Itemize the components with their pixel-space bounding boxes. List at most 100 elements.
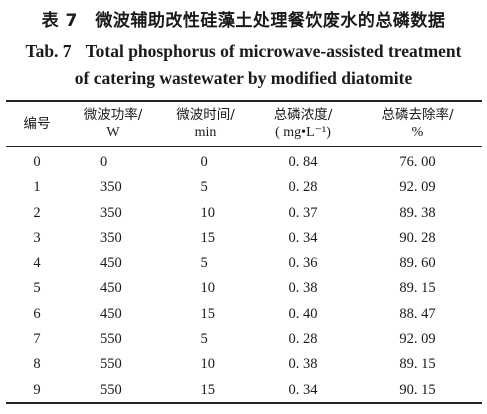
cell-removal: 88. 47 [399,305,436,322]
table-header-rule [6,146,482,147]
cell-removal: 90. 28 [399,229,436,246]
table-number-label: Tab. 7 [25,41,72,61]
table-top-rule [6,100,482,102]
cell-power: 450 [68,276,158,301]
cell-concentration: 0. 36 [288,255,318,272]
cell-power: 450 [68,302,158,327]
table-row: 6 450 15 0. 40 88. 47 [0,302,487,327]
cell-power: 550 [68,327,158,352]
cell-time: 15 [158,378,253,403]
table-title-english-line2: of catering wastewater by modified diato… [74,68,413,88]
cell-removal: 89. 38 [399,204,436,221]
header-time-label: 微波时间/ [176,107,235,123]
cell-removal: 92. 09 [399,179,436,196]
header-id-label: 编号 [23,115,51,132]
header-power: 微波功率/ W [68,104,158,144]
header-power-label: 微波功率/ [83,107,143,123]
cell-power: 550 [68,352,158,377]
table-row: 4 450 5 0. 36 89. 60 [0,251,487,276]
cell-power-value: 450 [100,280,122,297]
table-row: 8 550 10 0. 38 89. 15 [0,352,487,377]
cell-power: 350 [68,201,158,226]
cell-time: 15 [158,302,253,327]
cell-removal: 90. 15 [399,381,436,398]
table-row: 0 0 0 0. 84 76. 00 [0,150,487,175]
cell-concentration: 0. 38 [288,280,318,297]
cell-id: 0 [33,154,41,170]
cell-id: 4 [33,255,41,272]
cell-power: 350 [68,175,158,200]
cell-power-value: 350 [100,179,122,196]
cell-power-value: 0 [100,154,108,170]
table-row: 9 550 15 0. 34 90. 15 [0,378,487,403]
cell-time: 0 [158,150,253,175]
cell-id: 7 [33,331,41,348]
table-title-english-line1: Tab. 7 Total phosphorus of microwave-assi… [0,38,487,64]
header-concentration-unit: ( mg•L⁻¹) [275,125,331,140]
cell-concentration: 0. 37 [288,204,318,221]
cell-time-value: 5 [200,255,208,272]
cell-time-value: 5 [200,331,208,348]
header-time: 微波时间/ min [158,104,253,144]
cell-concentration: 0. 84 [288,154,318,170]
header-power-unit: W [106,125,120,140]
cell-removal: 89. 60 [399,255,436,272]
cell-time: 5 [158,251,253,276]
table-bottom-rule [6,402,482,404]
header-concentration: 总磷浓度/ ( mg•L⁻¹) [253,104,353,144]
cell-power-value: 350 [100,204,122,221]
cell-id: 5 [33,280,41,297]
cell-power-value: 350 [100,229,122,246]
header-id: 编号 [6,104,68,144]
cell-time: 5 [158,175,253,200]
header-removal-unit: % [411,125,424,140]
cell-concentration: 0. 34 [288,381,318,398]
cell-time-value: 15 [200,229,216,246]
cell-id: 2 [33,204,41,221]
header-removal-label: 总磷去除率/ [381,107,454,123]
cell-time: 5 [158,327,253,352]
table-title-chinese: 表 7 微波辅助改性硅藻土处理餐饮废水的总磷数据 [41,11,446,31]
cell-time-value: 10 [200,280,216,297]
cell-time: 10 [158,276,253,301]
cell-time-value: 10 [200,356,216,373]
table-body: 0 0 0 0. 84 76. 00 1 350 5 0. 28 92. 09 … [0,150,487,403]
table-row: 1 350 5 0. 28 92. 09 [0,175,487,200]
cell-concentration: 0. 40 [288,305,318,322]
cell-time-value: 15 [200,305,216,322]
cell-time-value: 5 [200,179,208,196]
cell-power: 0 [68,150,158,175]
cell-removal: 76. 00 [399,154,436,170]
table-row: 2 350 10 0. 37 89. 38 [0,201,487,226]
cell-removal: 89. 15 [399,356,436,373]
cell-time-value: 15 [200,381,216,398]
cell-id: 3 [33,229,41,246]
cell-power: 550 [68,378,158,403]
cell-id: 9 [33,381,41,398]
cell-power-value: 550 [100,356,122,373]
table-row: 5 450 10 0. 38 89. 15 [0,276,487,301]
table-row: 3 350 15 0. 34 90. 28 [0,226,487,251]
cell-time-value: 0 [200,154,208,170]
header-time-unit: min [194,125,217,140]
cell-power-value: 550 [100,381,122,398]
cell-concentration: 0. 34 [288,229,318,246]
cell-power-value: 450 [100,305,122,322]
header-removal: 总磷去除率/ % [353,104,482,144]
cell-removal: 92. 09 [399,331,436,348]
cell-concentration: 0. 38 [288,356,318,373]
cell-id: 6 [33,305,41,322]
header-concentration-label: 总磷浓度/ [273,107,333,123]
cell-concentration: 0. 28 [288,331,318,348]
cell-power: 450 [68,251,158,276]
table-row: 7 550 5 0. 28 92. 09 [0,327,487,352]
cell-power-value: 550 [100,331,122,348]
cell-id: 1 [33,179,41,196]
cell-time: 10 [158,201,253,226]
cell-concentration: 0. 28 [288,179,318,196]
cell-power-value: 450 [100,255,122,272]
cell-power: 350 [68,226,158,251]
cell-removal: 89. 15 [399,280,436,297]
cell-time: 15 [158,226,253,251]
cell-time-value: 10 [200,204,216,221]
